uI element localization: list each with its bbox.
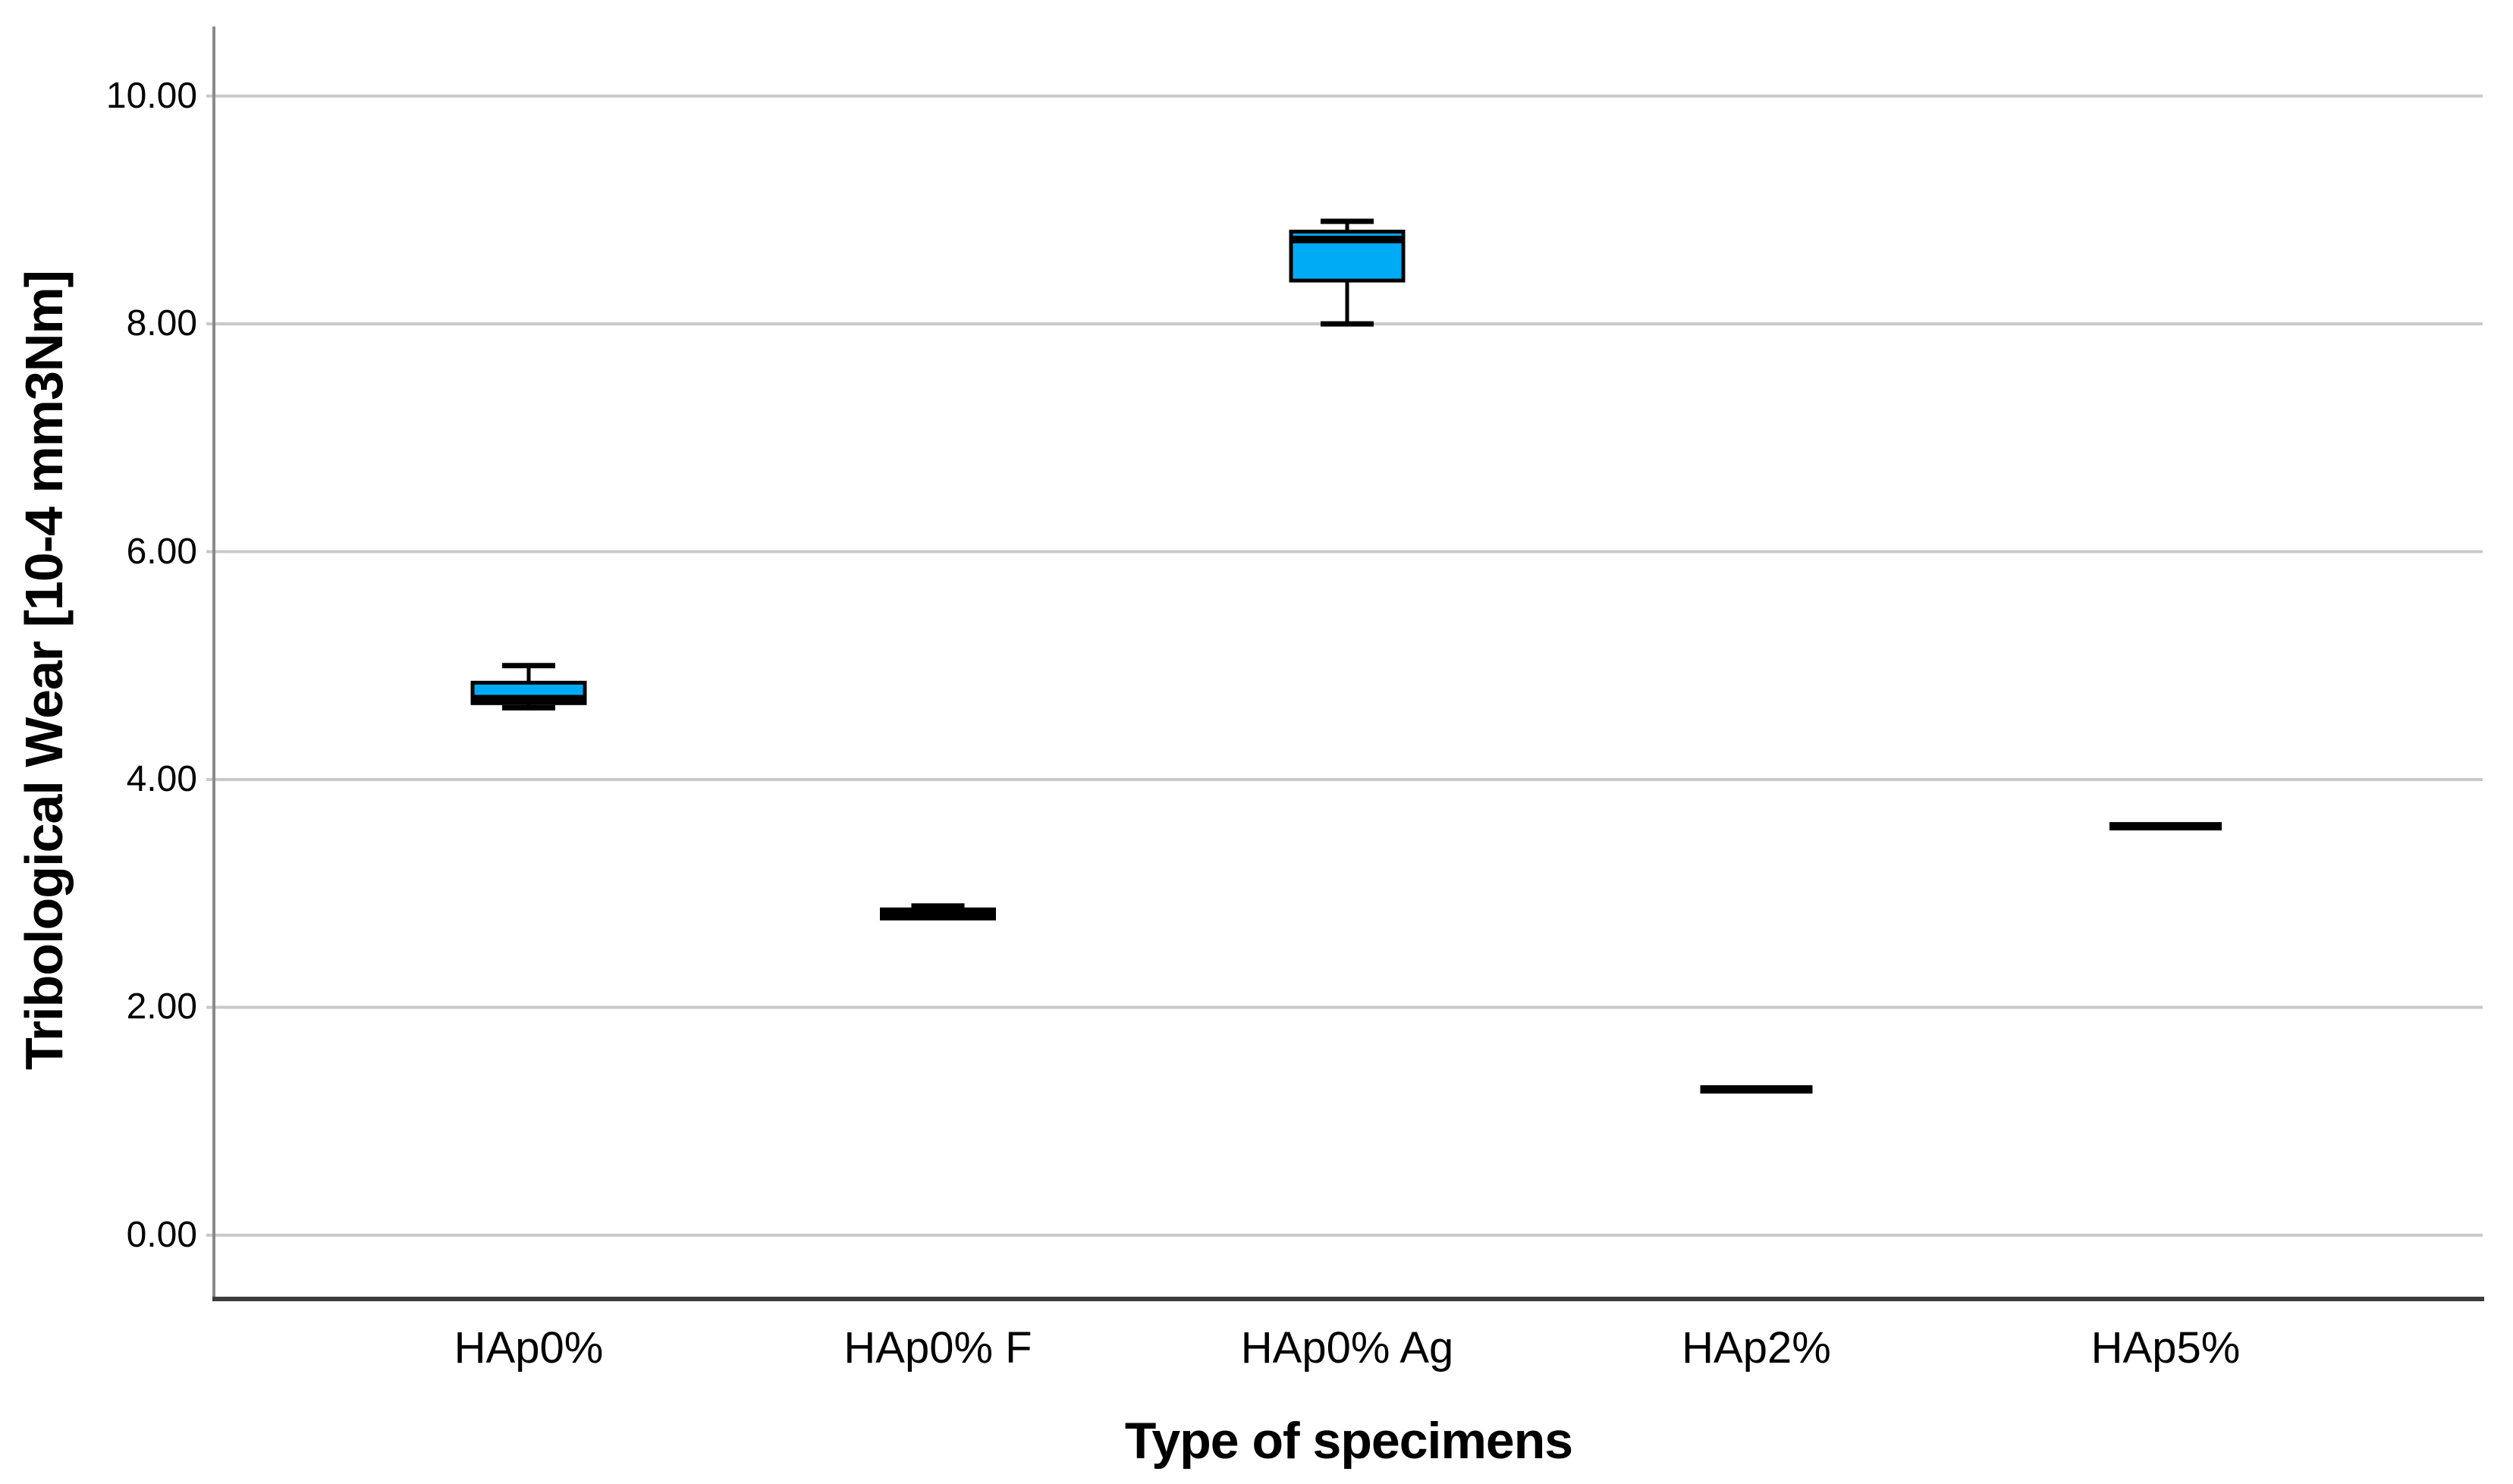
y-axis-title: Tribological Wear [10-4 mm3Nm]	[14, 270, 74, 1071]
x-axis-title: Type of specimens	[1124, 1412, 1573, 1470]
x-tick-label: HAp2%	[1682, 1323, 1831, 1373]
y-tick-label: 6.00	[126, 531, 197, 572]
y-tick-label: 2.00	[126, 987, 197, 1028]
box-plot-hap0-ag	[1289, 218, 1406, 327]
y-tick-label: 4.00	[126, 758, 197, 799]
box-plot-hap0-	[470, 663, 587, 711]
x-tick-label: HAp0%	[454, 1323, 604, 1373]
y-tick-label: 0.00	[126, 1214, 197, 1255]
x-tick-label: HAp5%	[2091, 1323, 2241, 1373]
x-tick-label: HAp0% F	[843, 1323, 1032, 1373]
x-tick-label: HAp0% Ag	[1240, 1323, 1454, 1373]
y-tick-label: 10.00	[105, 75, 197, 116]
box-plot-hap0-f	[880, 903, 996, 921]
y-tick-label: 8.00	[126, 303, 197, 344]
